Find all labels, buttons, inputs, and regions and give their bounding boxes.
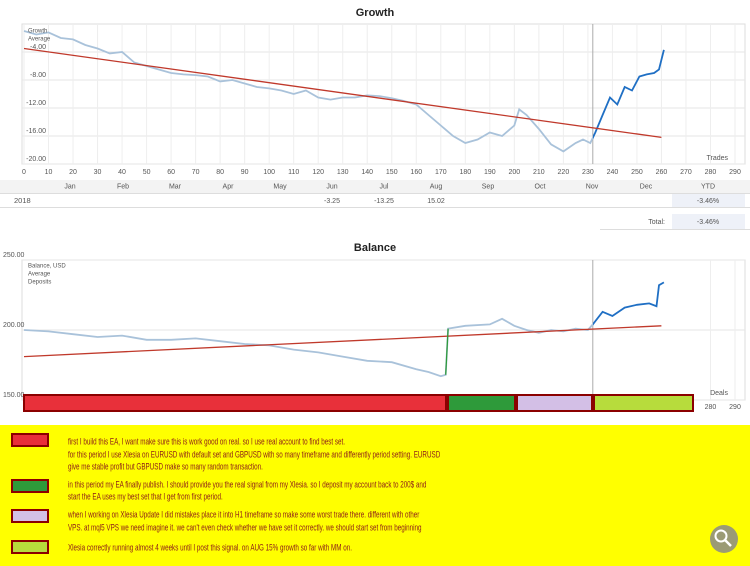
- table-header-bg: [0, 180, 750, 193]
- table-cell: -3.46%: [697, 198, 719, 205]
- annotation-line: start the EA uses my best set that I get…: [68, 491, 223, 501]
- x-tick-label: 80: [216, 169, 224, 176]
- x-tick-label: 140: [361, 169, 373, 176]
- plot-area: [21, 23, 746, 165]
- total-value: -3.46%: [697, 219, 719, 226]
- x-tick-label: 60: [167, 169, 175, 176]
- x-tick-label: 250: [631, 169, 643, 176]
- x-tick-label: 280: [705, 169, 717, 176]
- x-tick-label: 240: [607, 169, 619, 176]
- y-tick-label: 150.00: [3, 392, 25, 399]
- y-tick-label: -8.00: [30, 72, 46, 79]
- x-tick-label: 0: [22, 169, 26, 176]
- table-column-header: Feb: [117, 183, 129, 190]
- annotation-line: for this period I use Xlesia on EURUSD w…: [68, 449, 441, 459]
- x-tick-label: 170: [435, 169, 447, 176]
- x-tick-label: 270: [680, 169, 692, 176]
- annotation-panel: [0, 425, 750, 566]
- table-cell: 15.02: [427, 198, 445, 205]
- timeline-segment: [23, 394, 447, 412]
- annotation-line: in this period my EA finally publish. I …: [68, 479, 426, 489]
- table-column-header: Dec: [640, 183, 653, 190]
- x-tick-label: 90: [241, 169, 249, 176]
- swatch: [11, 479, 49, 493]
- y-tick-label: -12.00: [26, 100, 46, 107]
- legend-entry: Deposits: [28, 280, 51, 286]
- x-axis-label: Trades: [706, 155, 728, 162]
- total-label: Total:: [648, 219, 665, 226]
- zoom-lens: [714, 529, 728, 543]
- x-tick-label: 130: [337, 169, 349, 176]
- table-cell: -3.25: [324, 198, 340, 205]
- annotation-line: first I build this EA, I want make sure …: [68, 436, 345, 446]
- table-column-header: Sep: [482, 183, 495, 190]
- swatch: [11, 540, 49, 554]
- timeline-segment: [447, 394, 516, 412]
- x-tick-label: 290: [729, 404, 741, 411]
- x-tick-label: 110: [288, 169, 299, 176]
- table-column-header: YTD: [701, 183, 715, 190]
- x-tick-label: 150: [386, 169, 398, 176]
- x-tick-label: 120: [312, 169, 324, 176]
- series-line: [23, 325, 662, 358]
- annotation-line: Xlesia correctly running almost 4 weeks …: [68, 542, 352, 552]
- x-tick-label: 190: [484, 169, 496, 176]
- zoom-handle: [724, 539, 732, 547]
- table-column-header: Jun: [326, 183, 337, 190]
- legend-swatches: [11, 433, 49, 554]
- y-tick-label: -16.00: [26, 128, 46, 135]
- swatch: [11, 509, 49, 523]
- table-column-header: Jul: [380, 183, 389, 190]
- swatch: [11, 433, 49, 447]
- x-tick-label: 40: [118, 169, 126, 176]
- legend-entry: Average: [28, 272, 51, 278]
- x-tick-label: 10: [45, 169, 53, 176]
- legend-entry: Average: [28, 37, 51, 43]
- table-column-header: Nov: [586, 183, 599, 190]
- x-tick-label: 30: [94, 169, 102, 176]
- x-axis-label: Deals: [710, 390, 728, 397]
- chart-title: Growth: [356, 7, 395, 19]
- x-tick-label: 20: [69, 169, 77, 176]
- table-column-header: May: [273, 183, 287, 190]
- annotation-line: give me stable profit but GBPUSD make so…: [68, 461, 263, 471]
- x-tick-label: 230: [582, 169, 594, 176]
- x-tick-label: 290: [729, 169, 741, 176]
- annotation-line: VPS. at mql5 VPS we need imagine it. we …: [68, 522, 422, 532]
- series-line: [445, 328, 449, 375]
- legend-entry: Growth: [28, 29, 47, 35]
- y-tick-label: -20.00: [26, 156, 46, 163]
- table-column-header: Aug: [430, 183, 443, 190]
- table-column-header: Apr: [223, 183, 235, 190]
- x-tick-label: 160: [410, 169, 422, 176]
- x-tick-label: 260: [656, 169, 668, 176]
- table-column-header: Oct: [535, 183, 546, 190]
- timeline-segment: [516, 394, 593, 412]
- y-tick-label: 250.00: [3, 252, 25, 259]
- zoom-icon[interactable]: [710, 525, 738, 553]
- ytd-cell-bg: [672, 194, 745, 207]
- x-tick-label: 180: [459, 169, 471, 176]
- x-tick-label: 70: [192, 169, 200, 176]
- x-tick-label: 200: [509, 169, 521, 176]
- x-tick-label: 210: [533, 169, 545, 176]
- table-row-year: 2018: [14, 196, 31, 205]
- y-tick-label: 200.00: [3, 322, 25, 329]
- total-cell-bg: [672, 214, 745, 229]
- table-column-header: Mar: [169, 183, 182, 190]
- chart-title: Balance: [354, 242, 396, 254]
- legend-entry: Balance, USD: [28, 264, 66, 270]
- x-tick-label: 220: [558, 169, 570, 176]
- x-tick-label: 100: [263, 169, 275, 176]
- table-column-header: Jan: [64, 183, 75, 190]
- x-tick-label: 50: [143, 169, 151, 176]
- x-tick-label: 280: [705, 404, 717, 411]
- zoom-bg[interactable]: [710, 525, 738, 553]
- series-line: [23, 47, 662, 139]
- y-tick-label: -4.00: [30, 44, 46, 51]
- table-cell: -13.25: [374, 198, 394, 205]
- annotation-line: when I working on Xlesia Update I did mi…: [67, 509, 419, 519]
- timeline-segment: [593, 394, 694, 412]
